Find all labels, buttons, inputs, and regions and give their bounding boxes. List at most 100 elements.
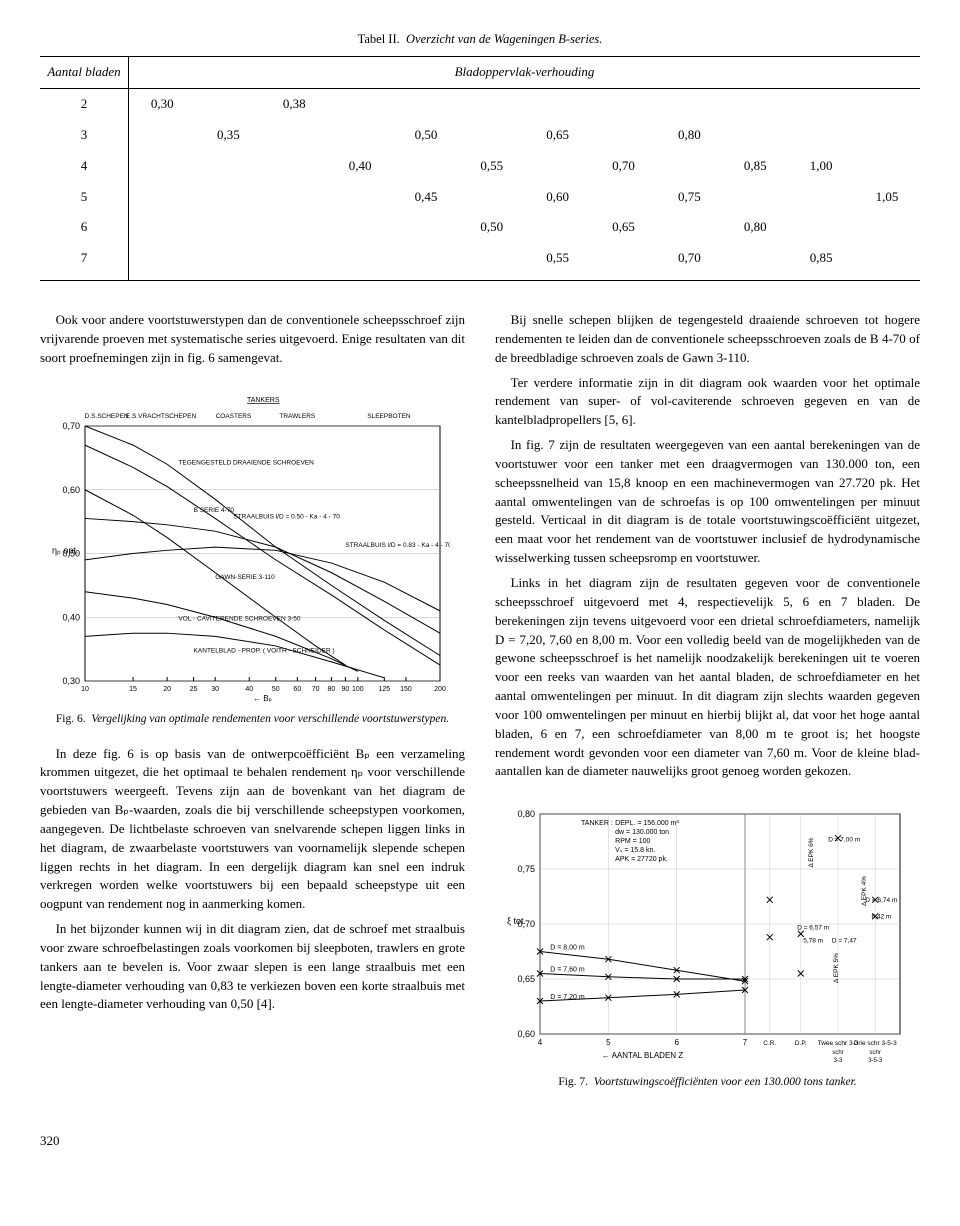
svg-text:STRAALBUIS l/D = 0.83 - Ka - 4: STRAALBUIS l/D = 0.83 - Ka - 4 - 70	[345, 542, 450, 549]
svg-text:25: 25	[190, 686, 198, 693]
svg-text:50: 50	[272, 686, 280, 693]
table-row-n: 2	[40, 88, 129, 119]
table-cell	[656, 151, 722, 182]
svg-text:15: 15	[129, 686, 137, 693]
table-cell	[393, 88, 459, 119]
svg-text:3-3: 3-3	[834, 1058, 843, 1064]
svg-text:0,75: 0,75	[517, 864, 535, 874]
table-cell	[525, 212, 591, 243]
svg-text:← AANTAL BLADEN Z: ← AANTAL BLADEN Z	[602, 1051, 683, 1060]
table-cell	[327, 182, 393, 213]
table-cell	[722, 182, 788, 213]
svg-text:D = 7,00 m: D = 7,00 m	[828, 837, 860, 844]
left-column: Ook voor andere voortstuwerstypen dan de…	[40, 311, 465, 1108]
table-cell	[129, 243, 196, 280]
table-cell: 0,50	[393, 120, 459, 151]
table-cell	[459, 120, 525, 151]
table-cell: 0,70	[656, 243, 722, 280]
table-cell	[854, 88, 920, 119]
svg-text:125: 125	[378, 686, 390, 693]
figure-7: 0,600,650,700,750,804567← AANTAL BLADEN …	[495, 799, 920, 1090]
fig7-caption: Voortstuwingscoëfficiënten voor een 130.…	[594, 1076, 857, 1088]
table-cell: 0,80	[722, 212, 788, 243]
svg-text:70: 70	[312, 686, 320, 693]
svg-text:dw = 130.000 ton: dw = 130.000 ton	[615, 829, 669, 836]
table-cell	[261, 120, 327, 151]
table-cell: 0,75	[656, 182, 722, 213]
table-cell: 0,60	[525, 182, 591, 213]
svg-text:Δ EPK 4%: Δ EPK 4%	[861, 876, 868, 906]
svg-text:0,30: 0,30	[62, 676, 80, 686]
fig7-chart: 0,600,650,700,750,804567← AANTAL BLADEN …	[495, 799, 915, 1069]
table-cell	[854, 212, 920, 243]
svg-text:C.R.: C.R.	[763, 1040, 776, 1047]
table-caption: Tabel II. Overzicht van de Wageningen B-…	[40, 30, 920, 48]
table-cell	[788, 182, 854, 213]
svg-text:60: 60	[293, 686, 301, 693]
svg-text:B SERIE 4-70: B SERIE 4-70	[194, 507, 235, 514]
svg-text:RPM = 100: RPM = 100	[615, 838, 650, 845]
table-cell	[722, 88, 788, 119]
svg-text:D = 7,60 m: D = 7,60 m	[550, 967, 585, 974]
table-cell	[854, 151, 920, 182]
para-l2: In deze fig. 6 is op basis van de ontwer…	[40, 745, 465, 915]
svg-text:90: 90	[341, 686, 349, 693]
table-cell	[788, 120, 854, 151]
table-cell: 0,85	[722, 151, 788, 182]
para-r1: Bij snelle schepen blijken de tegengeste…	[495, 311, 920, 368]
svg-text:150: 150	[400, 686, 412, 693]
svg-text:6: 6	[674, 1038, 679, 1047]
table-cell: 0,80	[656, 120, 722, 151]
table-cell	[788, 212, 854, 243]
svg-text:TANKER :: TANKER :	[581, 820, 613, 827]
svg-text:D = 7,47: D = 7,47	[832, 938, 857, 945]
table-cell	[327, 212, 393, 243]
table-cell	[261, 151, 327, 182]
table-row-n: 6	[40, 212, 129, 243]
svg-text:5,78 m: 5,78 m	[803, 938, 823, 945]
svg-text:20: 20	[163, 686, 171, 693]
svg-text:200: 200	[434, 686, 446, 693]
svg-text:D.P.: D.P.	[795, 1040, 807, 1047]
fig6-chart: 0,300,400,500,600,7010152025304050607080…	[40, 386, 450, 706]
svg-text:D = 7,20 m: D = 7,20 m	[550, 994, 585, 1001]
svg-text:0,60: 0,60	[517, 1029, 535, 1039]
svg-text:Δ EPK 6%: Δ EPK 6%	[808, 838, 815, 868]
svg-text:ηₚ opt.: ηₚ opt.	[52, 545, 78, 555]
table-cell	[591, 243, 657, 280]
table-cell	[261, 243, 327, 280]
svg-text:30: 30	[211, 686, 219, 693]
table-cell: 0,35	[195, 120, 261, 151]
svg-text:Δ EPK 5%: Δ EPK 5%	[833, 953, 840, 983]
table-cell: 0,55	[525, 243, 591, 280]
table-cell	[459, 243, 525, 280]
table-cell	[195, 151, 261, 182]
table-cell	[129, 212, 196, 243]
para-r4: Links in het diagram zijn de resultaten …	[495, 574, 920, 781]
table-cell: 0,70	[591, 151, 657, 182]
svg-text:schr: schr	[832, 1050, 843, 1056]
table-cell: 0,45	[393, 182, 459, 213]
svg-text:3-5-3: 3-5-3	[868, 1058, 883, 1064]
svg-text:D = 6,74 m: D = 6,74 m	[865, 897, 897, 904]
table-cell	[195, 212, 261, 243]
table-cell: 0,38	[261, 88, 327, 119]
svg-text:7: 7	[743, 1038, 748, 1047]
table-col2-header: Bladoppervlak-verhouding	[129, 57, 921, 89]
table-cell	[195, 88, 261, 119]
table-cell	[525, 151, 591, 182]
table-cell	[525, 88, 591, 119]
page-number: 320	[40, 1132, 920, 1151]
table-cell: 0,55	[459, 151, 525, 182]
svg-text:VOL - CAVITERENDE SCHROEVEN 3-: VOL - CAVITERENDE SCHROEVEN 3-50	[178, 615, 300, 622]
svg-text:schr: schr	[870, 1050, 881, 1056]
table-col1-header: Aantal bladen	[40, 57, 129, 89]
table-row-n: 5	[40, 182, 129, 213]
table-cell	[722, 120, 788, 151]
fig7-label: Fig. 7.	[558, 1076, 588, 1088]
svg-text:DEPL. = 156.000 m³: DEPL. = 156.000 m³	[615, 820, 679, 827]
svg-text:0,80: 0,80	[517, 809, 535, 819]
svg-text:STRAALBUIS l/D = 0.50 - Ka - 4: STRAALBUIS l/D = 0.50 - Ka - 4 - 70	[233, 513, 340, 520]
table-cell	[656, 88, 722, 119]
svg-text:100: 100	[352, 686, 364, 693]
